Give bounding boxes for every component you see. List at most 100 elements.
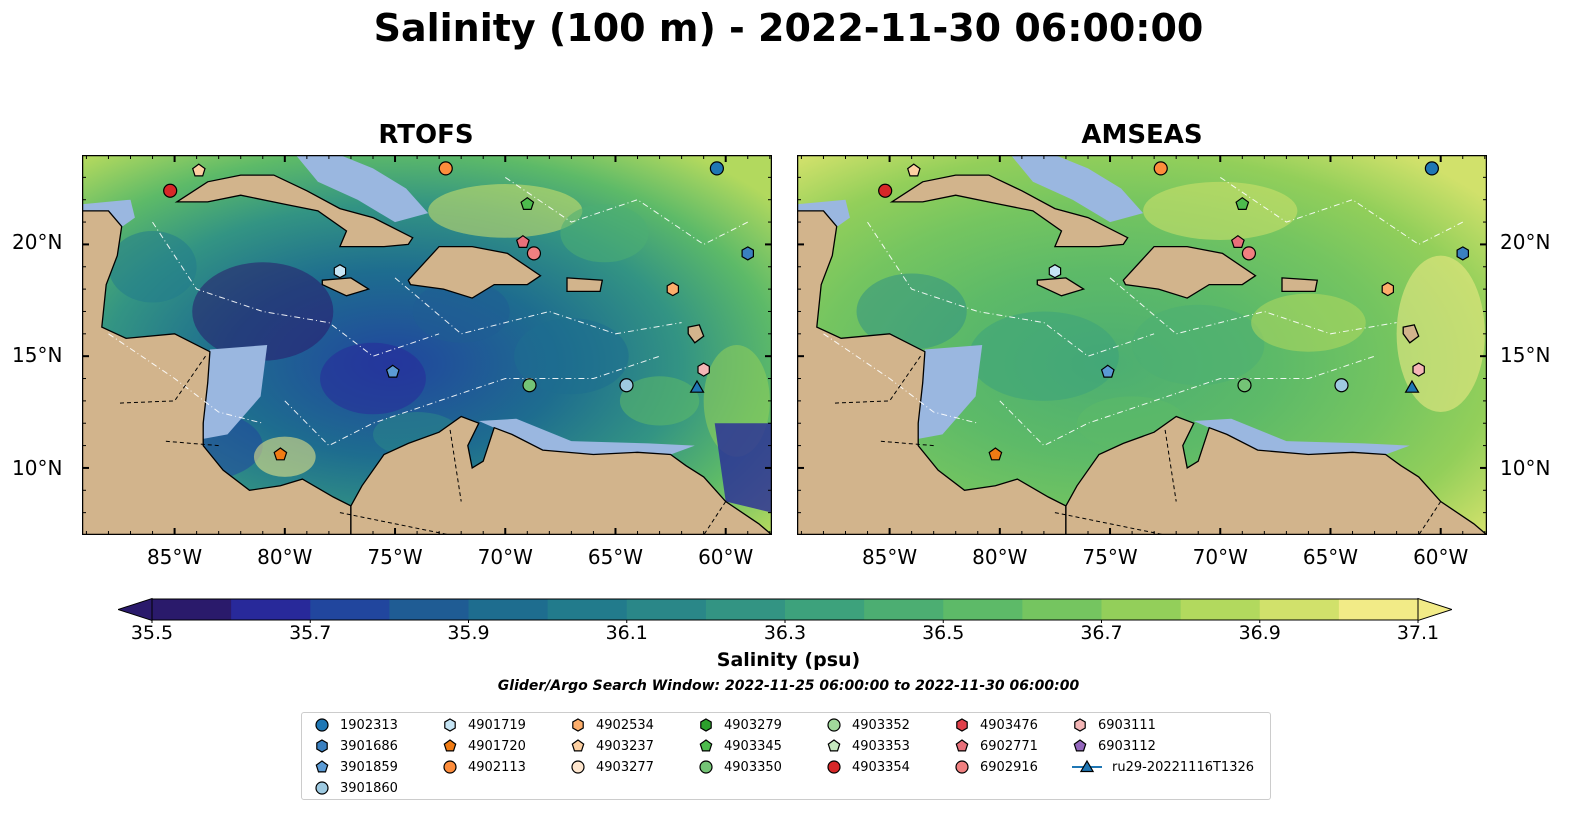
legend-label: ru29-20221116T1326 — [1112, 759, 1255, 775]
lon-label: 85°W — [861, 545, 918, 569]
lon-label: 80°W — [972, 545, 1028, 569]
colorbar-segment — [310, 598, 390, 621]
lat-label-right: 10°N — [1500, 456, 1551, 480]
colorbar-frame — [151, 598, 1419, 621]
lon-label: 80°W — [257, 545, 313, 569]
triangle-icon — [1072, 759, 1102, 773]
hispaniola — [407, 245, 542, 299]
figure-title: Salinity (100 m) - 2022-11-30 06:00:00 — [373, 6, 1204, 50]
puerto-rico — [566, 277, 604, 293]
float-marker-4903237 — [191, 163, 206, 177]
colorbar-tick-label: 36.5 — [922, 622, 965, 644]
lon-label: 70°W — [477, 545, 533, 569]
float-marker-6902916 — [526, 246, 542, 261]
float-marker-3901860 — [619, 378, 634, 393]
south-america — [350, 415, 772, 535]
panel-title-amseas: AMSEAS — [1081, 120, 1203, 150]
float-marker-4903354 — [878, 183, 893, 198]
legend-label: 6902771 — [980, 738, 1038, 754]
float-marker-4903345 — [520, 196, 535, 211]
circle-icon — [315, 781, 329, 795]
legend-marker — [955, 760, 969, 774]
eez-boundary — [152, 221, 440, 357]
legend-marker — [699, 739, 713, 752]
float-marker-6902771 — [515, 234, 530, 249]
hexagon-icon — [316, 739, 328, 753]
legend-marker — [315, 718, 329, 732]
legend-item: 4903345 — [698, 736, 782, 756]
colorbar-segment — [864, 598, 944, 621]
legend-item: 1902313 — [314, 715, 398, 735]
legend-marker — [315, 760, 329, 773]
legend-marker — [827, 718, 841, 732]
pentagon-icon — [315, 760, 329, 773]
colorbar-segment — [547, 598, 628, 621]
jamaica — [1036, 277, 1086, 297]
legend-marker — [700, 718, 712, 732]
colorbar-max-extend — [1417, 597, 1452, 622]
legend-label: 4903237 — [596, 738, 654, 754]
colorbar-tick-label: 36.1 — [605, 622, 648, 644]
jamaica — [321, 277, 371, 297]
float-markers — [163, 161, 755, 461]
legend-marker — [316, 739, 328, 753]
country-border — [1164, 429, 1177, 502]
float-marker-ru29-20221116T1326 — [1404, 379, 1420, 393]
salinity-eddy — [560, 204, 649, 263]
colorbar-segment — [1101, 598, 1182, 621]
colorbar-segment — [943, 598, 1023, 621]
panel-title-rtofs: RTOFS — [378, 120, 474, 150]
legend-label: 6902916 — [980, 759, 1038, 775]
legend-label: 4902534 — [596, 717, 654, 733]
float-marker-4901719 — [1048, 264, 1062, 279]
float-marker-3901686 — [1456, 246, 1470, 261]
legend-marker — [827, 739, 841, 752]
legend-marker — [443, 760, 457, 774]
legend-label: 4903476 — [980, 717, 1038, 733]
colorbar-tick-label: 36.9 — [1238, 622, 1281, 644]
country-border — [119, 355, 206, 404]
float-marker-3901859 — [1100, 364, 1115, 378]
colorbar-segment — [152, 598, 232, 621]
colorbar-segment — [1259, 598, 1340, 621]
float-marker-ru29-20221116T1326 — [689, 379, 705, 393]
map-panel-rtofs[interactable] — [82, 155, 772, 535]
legend-item: 6902771 — [954, 736, 1038, 756]
legend-label: 6903112 — [1098, 738, 1156, 754]
float-marker-4901719 — [333, 264, 347, 279]
eez-boundary — [284, 355, 660, 447]
float-marker-4902534 — [1381, 281, 1395, 297]
circle-icon — [827, 718, 841, 732]
legend-label: 6903111 — [1098, 717, 1156, 733]
eez-boundary — [823, 333, 978, 424]
lon-label: 60°W — [698, 545, 754, 569]
float-marker-3901686 — [741, 246, 755, 261]
float-marker-6902771 — [1230, 234, 1245, 249]
float-marker-6903111 — [697, 362, 710, 377]
nicaragua-shelf — [203, 345, 268, 439]
colorbar-segment — [389, 598, 469, 621]
salinity-eddy — [428, 184, 583, 238]
legend-marker — [955, 739, 969, 752]
circle-icon — [315, 718, 329, 732]
lesser-antilles — [687, 324, 705, 344]
country-border — [1054, 512, 1166, 535]
legend-marker — [827, 760, 841, 774]
lat-label-right: 20°N — [1500, 230, 1551, 254]
legend-label: 4902113 — [468, 759, 526, 775]
legend-item: 4903354 — [826, 757, 910, 777]
map-frame — [797, 155, 1487, 535]
float-marker-1902313 — [1424, 161, 1439, 176]
pentagon-icon — [955, 739, 969, 752]
colorbar-tick-label: 37.1 — [1396, 622, 1440, 644]
map-panel-amseas[interactable] — [797, 155, 1487, 535]
legend-marker — [1079, 759, 1095, 773]
salinity-eddy — [856, 273, 967, 350]
legend-label: 4903279 — [724, 717, 782, 733]
circle-icon — [955, 760, 969, 774]
legend-label: 4903345 — [724, 738, 782, 754]
legend-item: 4901720 — [442, 736, 526, 756]
legend-item: 6902916 — [954, 757, 1038, 777]
eez-boundary — [505, 176, 749, 245]
legend-label: 3901859 — [340, 759, 398, 775]
